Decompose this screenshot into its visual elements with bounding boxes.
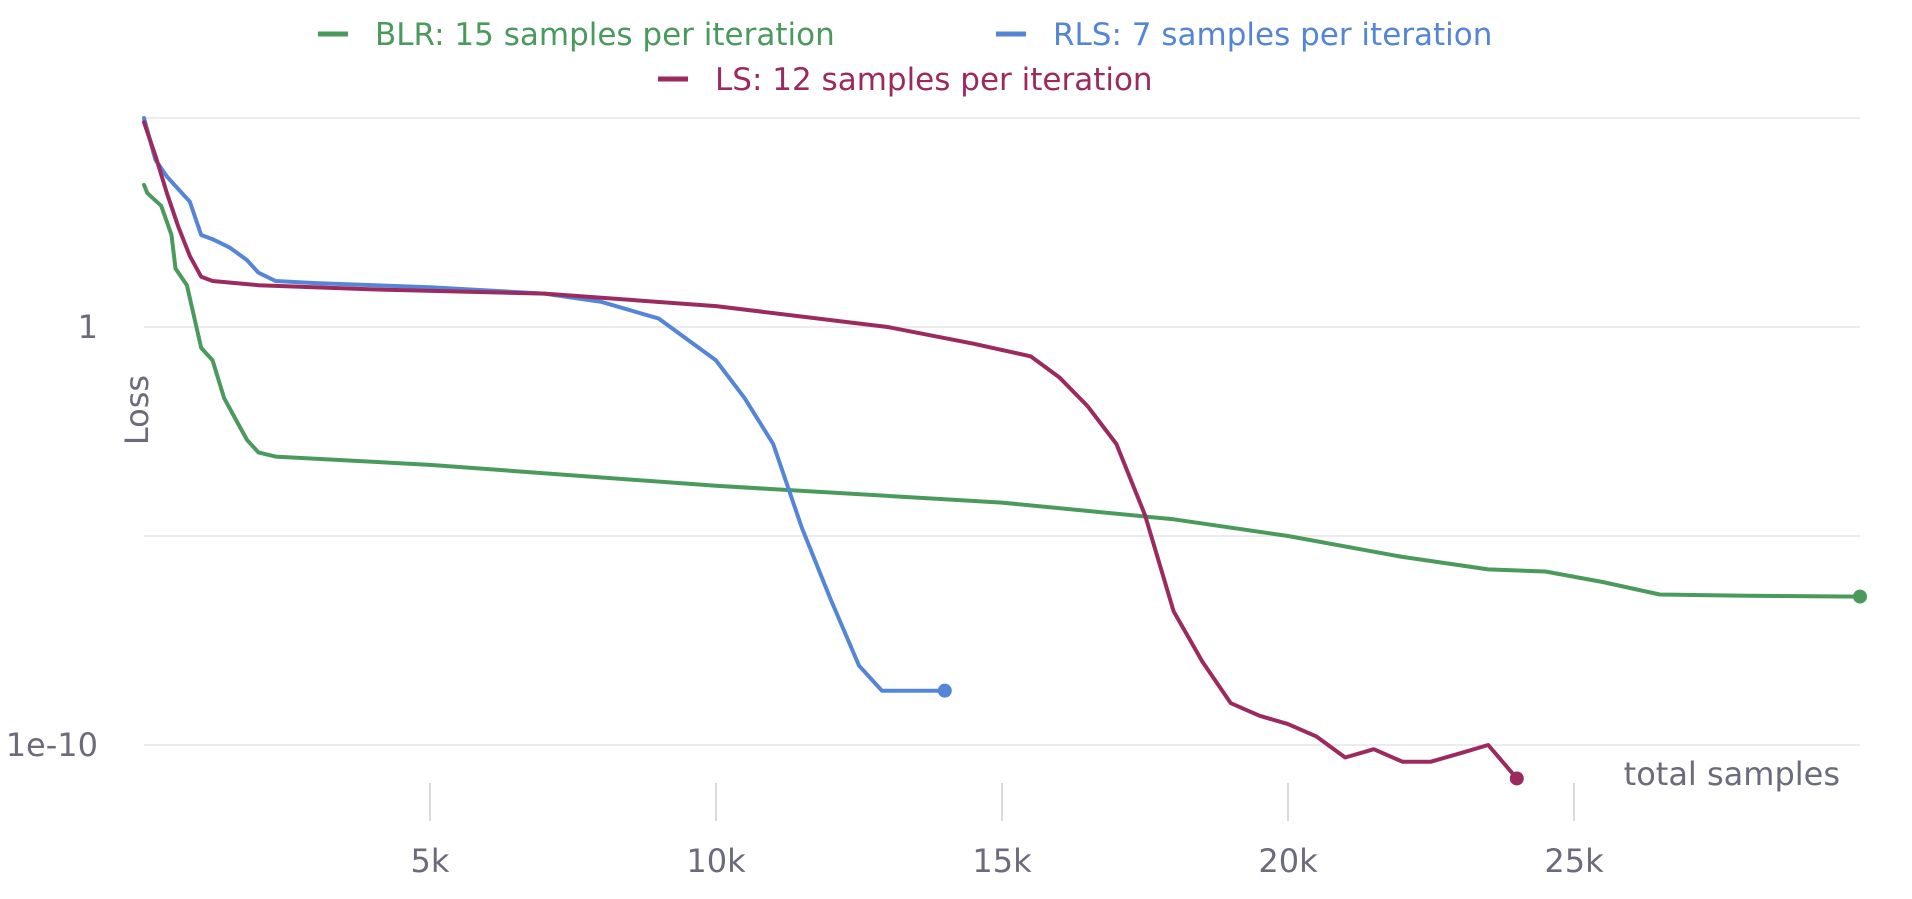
series-endpoint-1 (937, 683, 952, 698)
series-endpoint-0 (1853, 589, 1867, 604)
series-line-2 (142, 120, 1519, 781)
x-tick-label: 15k (972, 842, 1032, 880)
y-tick-label: 1 (78, 308, 98, 346)
x-tick-label: 20k (1258, 842, 1318, 880)
y-tick-label: 1e-10 (6, 726, 98, 764)
legend: BLR: 15 samples per iteration RLS: 7 samp… (318, 17, 1492, 98)
x-axis-label: total samples (1624, 755, 1840, 793)
legend-label-0: BLR: 15 samples per iteration (375, 17, 835, 53)
series-endpoint-2 (1509, 771, 1524, 786)
legend-label-1: RLS: 7 samples per iteration (1053, 17, 1492, 53)
legend-label-2: LS: 12 samples per iteration (715, 62, 1153, 98)
series-layer (142, 116, 1867, 786)
series-line-0 (142, 182, 1862, 599)
x-tick-label: 5k (411, 842, 450, 880)
y-axis-label: Loss (118, 375, 156, 445)
x-tick-label: 25k (1544, 842, 1604, 880)
x-tick-label: 10k (686, 842, 746, 880)
x-axis-ticks: 5k 10k 15k 20k 25k (411, 783, 1604, 880)
y-axis-ticks: 1e-10 1 (6, 308, 98, 764)
series-line-1 (142, 116, 947, 693)
grid-layer (144, 117, 1860, 746)
